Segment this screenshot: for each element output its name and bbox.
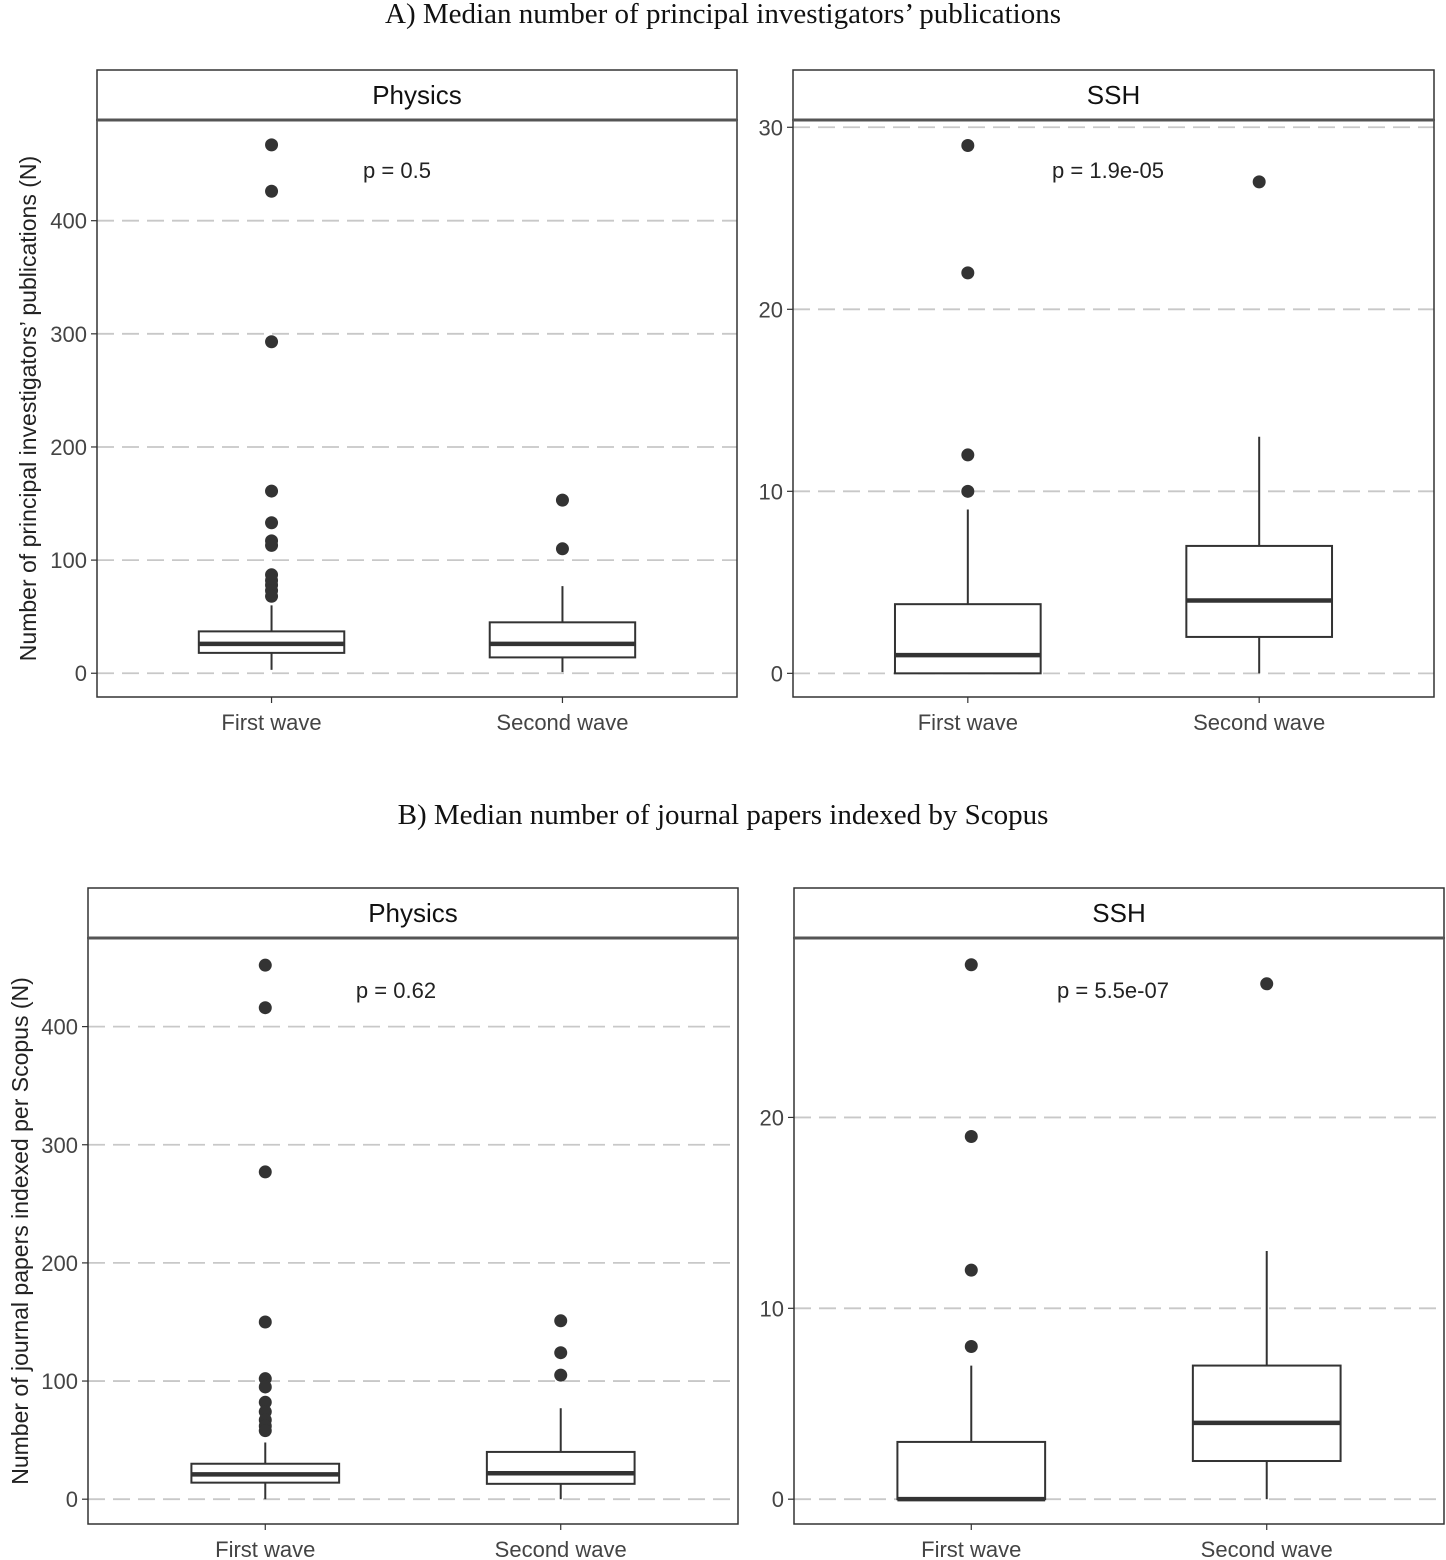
- outlier-point: [961, 266, 975, 280]
- facet-label: SSH: [1092, 898, 1145, 928]
- x-tick-label: Second wave: [1193, 710, 1325, 735]
- outlier-point: [265, 484, 279, 498]
- x-tick-label: Second wave: [1201, 1537, 1333, 1560]
- outlier-point: [265, 184, 279, 198]
- y-tick-label: 200: [41, 1251, 78, 1276]
- facet-label: Physics: [372, 80, 462, 110]
- facet-strip: [793, 887, 1445, 939]
- facet-strip: [96, 69, 738, 121]
- plot-frame: [793, 937, 1445, 1525]
- x-tick-label: First wave: [918, 710, 1018, 735]
- y-axis-title: Number of journal papers indexed per Sco…: [7, 977, 33, 1485]
- outlier-point: [265, 538, 279, 552]
- section-title-a: A) Median number of principal investigat…: [385, 0, 1061, 30]
- iqr-box: [896, 1440, 1047, 1501]
- y-tick-label: 10: [759, 479, 783, 504]
- outlier-point: [265, 516, 279, 530]
- y-tick-label: 400: [41, 1015, 78, 1040]
- outlier-point: [961, 484, 975, 498]
- x-tick-label: Second wave: [496, 710, 628, 735]
- y-tick-label: 100: [50, 548, 87, 573]
- iqr-box: [1191, 1364, 1342, 1463]
- box-second-wave: [1191, 977, 1342, 1500]
- outlier-point: [258, 1424, 272, 1438]
- p-value-annotation: p = 1.9e-05: [1052, 158, 1164, 183]
- outlier-point: [258, 1001, 272, 1015]
- y-tick-label: 300: [41, 1133, 78, 1158]
- outlier-point: [961, 448, 975, 462]
- box-first-wave: [893, 138, 1042, 675]
- y-tick-label: 400: [50, 209, 87, 234]
- y-tick-label: 20: [759, 297, 783, 322]
- panel-physics-2: Physics 0 100 200 300 400 First wave Second wav…: [7, 887, 739, 1560]
- y-tick-label: 100: [41, 1369, 78, 1394]
- y-tick-label: 0: [771, 661, 783, 686]
- outlier-point: [258, 1165, 272, 1179]
- y-tick-label: 300: [50, 322, 87, 347]
- y-tick-label: 30: [759, 115, 783, 140]
- iqr-box: [893, 603, 1042, 675]
- outlier-point: [964, 1263, 978, 1277]
- facet-strip: [792, 69, 1435, 121]
- outlier-point: [555, 542, 569, 556]
- outlier-point: [1252, 175, 1266, 189]
- outlier-point: [1260, 977, 1274, 991]
- outlier-point: [961, 138, 975, 152]
- facet-label: Physics: [368, 898, 458, 928]
- box-second-wave: [1185, 175, 1334, 674]
- plot-frame: [792, 119, 1435, 698]
- section-title-b: B) Median number of journal papers index…: [398, 799, 1049, 831]
- box-first-wave: [190, 958, 341, 1500]
- y-axis-title: Number of principal investigators’ publi…: [15, 156, 41, 661]
- box-first-wave: [197, 138, 346, 670]
- outlier-point: [265, 138, 279, 152]
- outlier-point: [258, 1315, 272, 1329]
- outlier-point: [265, 589, 279, 603]
- y-tick-label: 10: [760, 1296, 784, 1321]
- panel-ssh-3: SSH 0 10 20 First wave Second wave p = 5.5e-07: [760, 887, 1445, 1560]
- x-tick-label: First wave: [921, 1537, 1021, 1560]
- iqr-box: [488, 621, 637, 659]
- y-tick-label: 200: [50, 435, 87, 460]
- box-first-wave: [896, 958, 1047, 1502]
- y-tick-label: 20: [760, 1105, 784, 1130]
- box-second-wave: [488, 493, 637, 673]
- x-tick-label: Second wave: [495, 1537, 627, 1560]
- outlier-point: [964, 1339, 978, 1353]
- y-tick-label: 0: [66, 1487, 78, 1512]
- plot-frame: [96, 119, 738, 698]
- p-value-annotation: p = 0.62: [356, 978, 436, 1003]
- box-second-wave: [485, 1314, 636, 1500]
- p-value-annotation: p = 0.5: [363, 158, 431, 183]
- outlier-point: [258, 958, 272, 972]
- x-tick-label: First wave: [215, 1537, 315, 1560]
- y-tick-label: 0: [772, 1487, 784, 1512]
- outlier-point: [554, 1368, 568, 1382]
- panel-ssh-1: SSH 0 10 20 30 First wave Second wave p = 1.9e-…: [759, 69, 1435, 735]
- outlier-point: [258, 1380, 272, 1394]
- outlier-point: [964, 1130, 978, 1144]
- outlier-point: [964, 958, 978, 972]
- iqr-box: [1185, 544, 1334, 638]
- outlier-point: [554, 1314, 568, 1328]
- outlier-point: [258, 1395, 272, 1409]
- y-tick-label: 0: [75, 661, 87, 686]
- panel-physics-0: Physics 0 100 200 300 400 First wave Second wav…: [15, 69, 738, 735]
- outlier-point: [555, 493, 569, 507]
- outlier-point: [265, 335, 279, 349]
- facet-label: SSH: [1087, 80, 1140, 110]
- outlier-point: [554, 1346, 568, 1360]
- x-tick-label: First wave: [221, 710, 321, 735]
- p-value-annotation: p = 5.5e-07: [1057, 978, 1169, 1003]
- iqr-box: [485, 1450, 636, 1485]
